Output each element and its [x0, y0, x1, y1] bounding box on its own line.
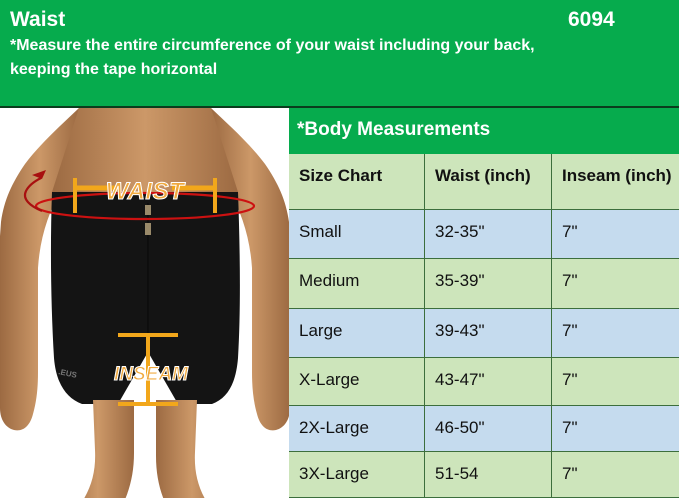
svg-text:INSEAM: INSEAM: [114, 364, 189, 385]
svg-text:WAIST: WAIST: [106, 178, 186, 205]
